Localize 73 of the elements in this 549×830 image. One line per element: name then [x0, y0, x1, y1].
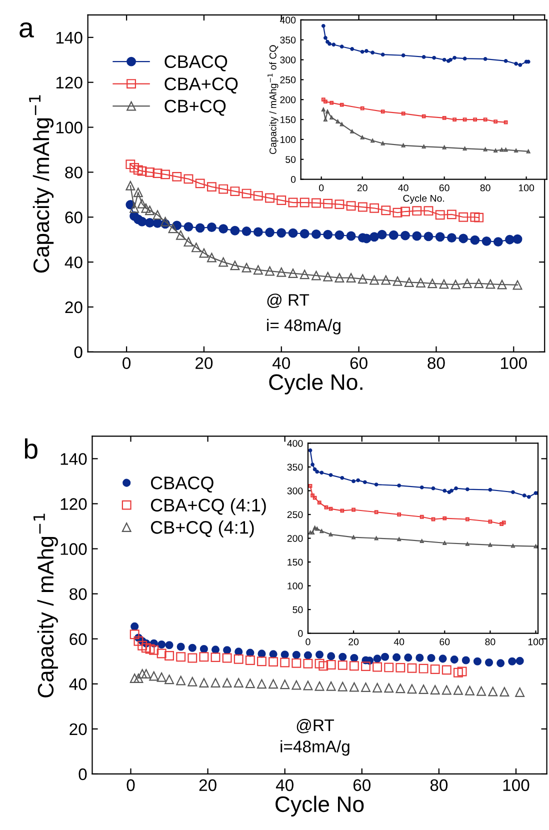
annotation: @RT — [296, 718, 334, 734]
legend-label: CBA+CQ (4:1) — [150, 498, 266, 516]
x-tick-label: 100 — [528, 638, 544, 646]
y-tick-label: 20 — [70, 723, 87, 736]
legend-label: CB+CQ — [164, 100, 226, 116]
y-tick-label: 350 — [280, 36, 296, 44]
y-tick-label: 40 — [69, 678, 87, 690]
x-tick-label: 80 — [485, 638, 496, 646]
y-tick-label: 0 — [78, 768, 87, 780]
x-tick-label: 20 — [199, 779, 216, 792]
y-tick-label: 400 — [280, 16, 296, 24]
x-tick-label: 60 — [353, 779, 371, 792]
x-tick-label: 40 — [394, 638, 404, 646]
x-tick-label: 100 — [518, 184, 534, 192]
y-axis-title: Capacity / mAhg$^{−1}$ of CQ — [268, 45, 278, 154]
y-tick-label: 250 — [287, 511, 303, 518]
y-tick-label: 120 — [60, 498, 87, 510]
y-tick-label: 0 — [298, 630, 303, 637]
y-tick-label: 100 — [56, 122, 82, 134]
annotation: i=48mA/g — [280, 740, 350, 756]
y-tick-label: 150 — [288, 558, 303, 566]
y-tick-label: 100 — [280, 136, 296, 144]
x-axis-title: Cycle No — [276, 796, 364, 816]
x-tick-label: 20 — [196, 357, 213, 370]
annotation: i= 48mA/g — [267, 318, 340, 334]
x-tick-label: 80 — [430, 779, 448, 792]
x-tick-label: 20 — [348, 638, 359, 646]
y-axis-title: Capacity / mAhg$^{−1}$ — [34, 514, 58, 698]
y-tick-label: 150 — [280, 116, 296, 124]
y-tick-label: 250 — [280, 76, 296, 84]
x-tick-label: 80 — [480, 184, 490, 192]
y-tick-label: 100 — [288, 582, 303, 590]
y-tick-label: 350 — [287, 464, 303, 471]
x-tick-label: 0 — [126, 779, 135, 792]
y-tick-label: 80 — [70, 588, 87, 600]
x-tick-label: 0 — [306, 638, 310, 646]
y-tick-label: 200 — [280, 96, 296, 104]
x-axis-title: Cycle No. — [269, 374, 362, 394]
x-tick-label: 100 — [501, 357, 527, 370]
x-tick-label: 60 — [439, 184, 450, 192]
legend-label: CB+CQ (4:1) — [150, 520, 254, 538]
y-tick-label: 400 — [287, 440, 303, 447]
chart-title: b — [24, 438, 38, 459]
x-tick-label: 60 — [350, 357, 368, 370]
y-tick-label: 50 — [292, 606, 303, 614]
y-tick-label: 200 — [287, 534, 303, 542]
y-tick-label: 60 — [65, 212, 82, 224]
legend-label: CBACQ — [164, 55, 228, 72]
x-tick-label: 0 — [319, 184, 324, 192]
y-tick-label: 20 — [65, 301, 82, 314]
x-tick-label: 80 — [428, 357, 445, 370]
y-tick-label: 0 — [290, 176, 296, 183]
y-tick-label: 300 — [280, 56, 296, 64]
x-tick-label: 100 — [503, 779, 530, 792]
x-tick-label: 40 — [398, 184, 408, 192]
y-axis-title: Capacity /mAhg$^{−1}$ — [29, 95, 54, 273]
y-tick-label: 50 — [286, 156, 296, 163]
x-tick-label: 20 — [357, 184, 368, 192]
annotation: @ RT — [267, 294, 310, 308]
y-tick-label: 300 — [287, 487, 303, 494]
x-tick-label: 60 — [440, 638, 450, 646]
y-tick-label: 80 — [65, 166, 82, 178]
y-tick-label: 140 — [60, 453, 87, 465]
y-tick-label: 40 — [64, 256, 82, 268]
y-tick-label: 0 — [74, 346, 82, 358]
y-tick-label: 140 — [56, 32, 82, 44]
x-tick-label: 0 — [122, 357, 131, 370]
y-tick-label: 120 — [56, 76, 82, 89]
y-tick-label: 100 — [60, 543, 87, 555]
x-axis-title: Cycle No. — [403, 194, 444, 204]
legend-label: CBACQ — [150, 476, 214, 493]
legend-label: CBA+CQ — [164, 78, 238, 94]
chart-title: a — [20, 22, 34, 38]
